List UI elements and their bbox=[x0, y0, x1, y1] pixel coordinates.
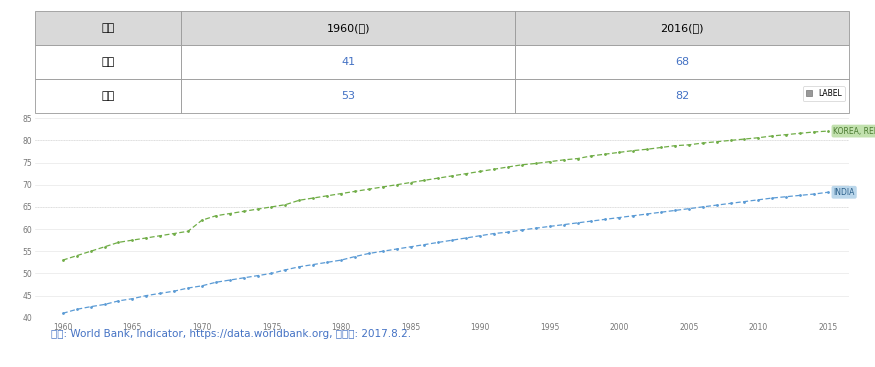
Text: 82: 82 bbox=[675, 91, 689, 101]
Text: 나라: 나라 bbox=[102, 23, 115, 33]
KOREA, REP bbox=[72, 254, 82, 258]
INDIA bbox=[58, 311, 68, 316]
INDIA bbox=[72, 307, 82, 312]
Text: 인도: 인도 bbox=[102, 57, 115, 67]
Bar bbox=[181, 11, 515, 45]
Line: INDIA: INDIA bbox=[61, 191, 829, 315]
Bar bbox=[515, 11, 849, 45]
Line: KOREA, REP: KOREA, REP bbox=[61, 130, 829, 262]
KOREA, REP bbox=[558, 158, 569, 162]
KOREA, REP bbox=[489, 167, 500, 171]
KOREA, REP bbox=[336, 192, 346, 196]
Text: 2016(세): 2016(세) bbox=[660, 23, 704, 33]
Bar bbox=[35, 45, 181, 79]
Bar bbox=[515, 79, 849, 113]
INDIA bbox=[530, 226, 541, 230]
Bar bbox=[181, 79, 515, 113]
Bar bbox=[35, 79, 181, 113]
Text: 41: 41 bbox=[341, 57, 355, 67]
Text: 53: 53 bbox=[341, 91, 355, 101]
Legend: LABEL: LABEL bbox=[803, 86, 845, 101]
INDIA bbox=[641, 212, 652, 216]
KOREA, REP bbox=[822, 129, 833, 133]
Bar bbox=[515, 45, 849, 79]
Text: 자료: World Bank, Indicator, https://data.worldbank.org, 검색일: 2017.8.2.: 자료: World Bank, Indicator, https://data.… bbox=[52, 329, 411, 339]
KOREA, REP bbox=[530, 161, 541, 166]
INDIA bbox=[489, 231, 500, 236]
Text: INDIA: INDIA bbox=[834, 188, 855, 197]
Bar bbox=[181, 45, 515, 79]
INDIA bbox=[822, 190, 833, 195]
Text: 한국: 한국 bbox=[102, 91, 115, 101]
Text: KOREA, REP: KOREA, REP bbox=[834, 127, 875, 135]
Bar bbox=[35, 11, 181, 45]
INDIA bbox=[336, 258, 346, 262]
INDIA bbox=[558, 222, 569, 227]
KOREA, REP bbox=[641, 147, 652, 152]
Text: 68: 68 bbox=[675, 57, 689, 67]
KOREA, REP bbox=[58, 258, 68, 262]
Text: 1960(세): 1960(세) bbox=[326, 23, 370, 33]
